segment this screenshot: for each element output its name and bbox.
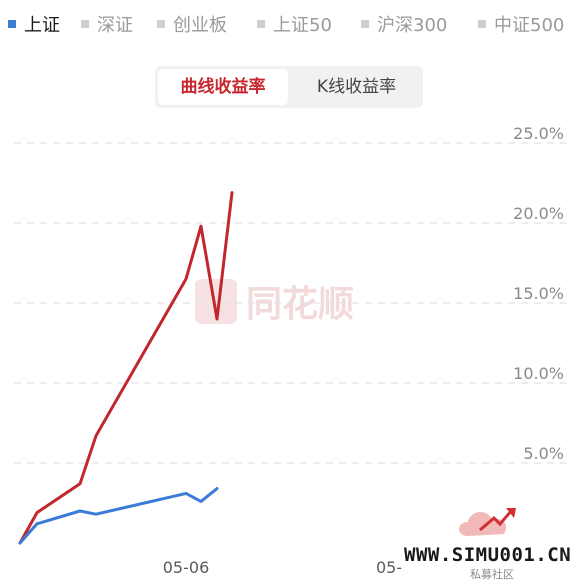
index-return-line (18, 487, 219, 545)
watermark-logo-icon (195, 279, 237, 324)
legend-square-icon (361, 20, 369, 28)
y-tick-label: 10.0% (513, 364, 564, 383)
legend-square-icon (157, 20, 165, 28)
chart-series (18, 191, 234, 545)
curve-return-button[interactable]: 曲线收益率 (158, 69, 288, 105)
tab-shangzheng50[interactable]: 上证50 (257, 11, 332, 37)
tab-chuangyeban[interactable]: 创业板 (157, 11, 227, 37)
legend-square-icon (8, 20, 16, 28)
y-tick-label: 15.0% (513, 284, 564, 303)
x-tick-label: 05-06 (163, 558, 210, 577)
site-subtitle: 私募社区 (470, 568, 514, 581)
y-tick-label: 5.0% (523, 444, 564, 463)
tab-shenzheng[interactable]: 深证 (81, 11, 133, 37)
tab-label: 深证 (97, 15, 133, 36)
fund-return-line (18, 191, 234, 545)
index-tabs: 上证 深证 创业板 上证50 沪深300 中证500 (0, 0, 580, 48)
site-url: WWW.SIMU001.CN (404, 544, 572, 566)
return-mode-toggle: 曲线收益率 K线收益率 (155, 66, 423, 108)
chart-grid (14, 142, 568, 464)
x-tick-label: 05- (376, 558, 402, 577)
kline-return-button[interactable]: K线收益率 (316, 77, 397, 97)
tab-hushen300[interactable]: 沪深300 (361, 11, 447, 37)
cloud-logo-icon (459, 508, 516, 536)
y-axis-ticks: 5.0% 10.0% 15.0% 20.0% 25.0% (513, 124, 564, 463)
tab-shangzheng[interactable]: 上证 (8, 11, 60, 37)
tab-label: 创业板 (173, 15, 227, 36)
legend-square-icon (81, 20, 89, 28)
chart-watermark: 同花顺 (195, 279, 354, 325)
tab-label: 上证50 (273, 15, 332, 36)
x-axis-ticks: 05-06 05- (163, 558, 402, 577)
watermark-text: 同花顺 (246, 284, 354, 325)
y-tick-label: 25.0% (513, 124, 564, 143)
y-tick-label: 20.0% (513, 204, 564, 223)
tab-label: 上证 (24, 15, 60, 36)
tab-zhongzheng500[interactable]: 中证500 (478, 11, 564, 37)
tab-label: 沪深300 (377, 15, 448, 36)
tab-label: 中证500 (494, 15, 565, 36)
legend-square-icon (257, 20, 265, 28)
legend-square-icon (478, 20, 486, 28)
site-logo: WWW.SIMU001.CN 私募社区 (404, 500, 580, 584)
